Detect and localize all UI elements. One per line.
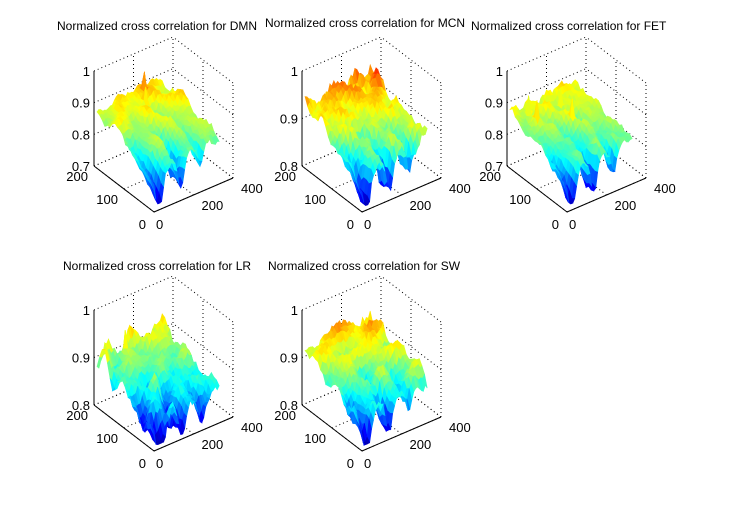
y-tick-label: 200 xyxy=(66,408,88,423)
axes-lines xyxy=(301,71,442,213)
z-tick-label: 1 xyxy=(496,64,503,79)
surface xyxy=(96,71,220,205)
z-tick-label: 0.7 xyxy=(72,159,90,174)
surface xyxy=(96,313,220,445)
surface-patch xyxy=(359,188,365,203)
x-tick-label: 200 xyxy=(202,198,224,213)
z-tick-label: 0.8 xyxy=(72,127,90,142)
x-tick-label: 400 xyxy=(449,420,471,435)
y-tick-label: 200 xyxy=(66,169,88,184)
surface-patch xyxy=(96,356,102,369)
x-tick-label: 200 xyxy=(202,437,224,452)
x-axis-line xyxy=(361,177,442,213)
z-tick-label: 0.9 xyxy=(72,351,90,366)
axes-lines xyxy=(93,71,234,213)
subplot-title: Normalized cross correlation for LR xyxy=(63,259,251,273)
x-tick-label: 400 xyxy=(449,181,471,196)
subplot-title: Normalized cross correlation for MCN xyxy=(265,16,465,30)
y-tick-label: 200 xyxy=(479,169,501,184)
y-tick-label: 100 xyxy=(509,192,531,207)
z-tick-label: 1 xyxy=(83,64,90,79)
z-tick-label: 0.9 xyxy=(72,96,90,111)
surface xyxy=(509,79,633,205)
x-tick-label: 400 xyxy=(654,181,676,196)
z-tick-label: 1 xyxy=(291,64,298,79)
z-tick-label: 1 xyxy=(291,303,298,318)
y-tick-label: 100 xyxy=(304,431,326,446)
y-tick-label: 0 xyxy=(552,217,559,232)
y-axis-line xyxy=(93,165,155,213)
x-tick-label: 0 xyxy=(156,217,163,232)
y-tick-label: 0 xyxy=(347,217,354,232)
y-tick-label: 100 xyxy=(304,192,326,207)
z-tick-label: 0.8 xyxy=(280,159,298,174)
subplot-title: Normalized cross correlation for SW xyxy=(268,259,461,273)
surface xyxy=(304,63,428,206)
subplot-title: Normalized cross correlation for FET xyxy=(471,19,667,33)
y-tick-label: 0 xyxy=(347,456,354,471)
subplot-2: 0.8 0.9 1 0 200 400 0 100 200 Normalized cross co… xyxy=(265,16,471,232)
z-tick-label: 0.8 xyxy=(485,127,503,142)
y-tick-label: 100 xyxy=(96,431,118,446)
z-tick-label: 0.9 xyxy=(280,112,298,127)
x-tick-label: 0 xyxy=(156,456,163,471)
x-tick-label: 0 xyxy=(569,217,576,232)
y-tick-label: 0 xyxy=(139,217,146,232)
x-axis-line xyxy=(153,177,234,213)
surface-patch xyxy=(151,181,157,200)
y-tick-label: 0 xyxy=(139,456,146,471)
y-axis-line xyxy=(301,165,363,213)
subplot-1: 0.7 0.8 0.9 1 0 200 400 0 100 200 Normalized cross… xyxy=(57,19,263,232)
surface xyxy=(304,310,428,446)
x-tick-label: 400 xyxy=(241,420,263,435)
y-tick-label: 100 xyxy=(96,192,118,207)
z-tick-label: 1 xyxy=(83,303,90,318)
x-tick-label: 400 xyxy=(241,181,263,196)
x-tick-label: 200 xyxy=(615,198,637,213)
x-tick-label: 0 xyxy=(364,217,371,232)
x-tick-label: 200 xyxy=(410,198,432,213)
x-tick-label: 0 xyxy=(364,456,371,471)
x-tick-label: 200 xyxy=(410,437,432,452)
subplot-title: Normalized cross correlation for DMN xyxy=(57,19,257,33)
z-tick-label: 0.9 xyxy=(280,351,298,366)
z-tick-label: 0.9 xyxy=(485,96,503,111)
y-tick-label: 200 xyxy=(274,408,296,423)
y-tick-label: 200 xyxy=(274,169,296,184)
